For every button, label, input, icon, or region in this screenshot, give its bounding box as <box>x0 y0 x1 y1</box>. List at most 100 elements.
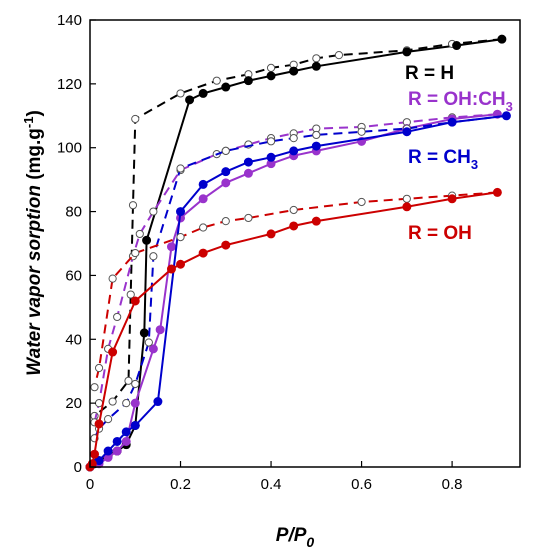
adsorption-point <box>94 419 104 429</box>
adsorption-point <box>402 127 412 137</box>
x-tick-label: 0 <box>86 476 94 493</box>
desorption-point <box>312 130 321 140</box>
y-tick-label: 60 <box>65 267 82 284</box>
adsorption-point <box>311 141 321 151</box>
adsorption-point <box>289 221 299 231</box>
series-layer <box>85 34 511 472</box>
desorption-point <box>266 137 276 146</box>
y-tick-label: 100 <box>57 140 82 157</box>
desorption-point <box>135 229 144 239</box>
y-tick-label: 20 <box>65 395 82 412</box>
y-tick-label: 0 <box>74 459 82 476</box>
series-0 <box>85 34 507 472</box>
adsorption-point <box>492 187 502 197</box>
adsorption-point <box>108 347 118 357</box>
adsorption-point <box>121 436 131 446</box>
y-axis-unit-sup: -1 <box>21 117 36 129</box>
adsorption-line <box>89 191 498 468</box>
x-ticks: 0 0.2 0.4 0.6 0.8 <box>86 461 463 493</box>
adsorption-point <box>148 344 158 354</box>
adsorption-point <box>166 242 176 252</box>
legend-label-ch3: R = CH3 <box>408 147 478 172</box>
adsorption-point <box>130 420 140 430</box>
adsorption-point <box>266 229 276 239</box>
adsorption-point <box>176 207 186 217</box>
adsorption-point <box>103 446 113 456</box>
desorption-point <box>402 194 411 203</box>
series-2 <box>85 111 511 472</box>
desorption-point <box>122 399 131 408</box>
desorption-point <box>149 252 158 261</box>
desorption-point <box>289 205 298 215</box>
adsorption-point <box>155 325 165 335</box>
adsorption-point <box>497 34 507 44</box>
desorption-point <box>176 89 185 98</box>
y-axis-unit-post: ) <box>24 110 45 116</box>
adsorption-point <box>289 146 299 156</box>
desorption-line <box>93 191 498 388</box>
y-tick-label: 120 <box>57 76 82 93</box>
legend-label-oh: R = OH <box>408 223 472 244</box>
desorption-point <box>131 379 140 389</box>
desorption-line <box>93 38 502 417</box>
y-tick-label: 80 <box>65 204 82 221</box>
desorption-point <box>126 290 135 299</box>
desorption-point <box>128 201 138 210</box>
desorption-point <box>108 397 117 406</box>
y-ticks: 0 20 40 60 80 100 120 140 <box>57 12 96 476</box>
desorption-point <box>221 146 230 156</box>
adsorption-point <box>243 157 253 167</box>
desorption-point <box>144 338 153 347</box>
adsorption-point <box>176 259 186 269</box>
adsorption-point <box>221 82 231 92</box>
adsorption-point <box>447 194 457 204</box>
y-tick-label: 140 <box>57 12 82 29</box>
desorption-point <box>199 223 208 232</box>
adsorption-point <box>198 88 208 98</box>
adsorption-point <box>198 194 208 204</box>
adsorption-point <box>139 328 149 338</box>
desorption-point <box>334 51 344 60</box>
adsorption-point <box>402 202 412 212</box>
desorption-point <box>289 134 298 143</box>
adsorption-point <box>198 179 208 189</box>
x-tick-label: 0.6 <box>351 476 372 493</box>
adsorption-point <box>289 66 299 76</box>
y-tick-label: 40 <box>65 331 82 348</box>
adsorption-point <box>198 248 208 258</box>
adsorption-point <box>243 168 253 178</box>
adsorption-point <box>112 446 122 456</box>
adsorption-point <box>142 235 152 245</box>
plot-frame <box>89 19 521 468</box>
desorption-point <box>131 114 140 124</box>
desorption-point <box>90 383 99 392</box>
adsorption-point <box>166 264 176 274</box>
y-axis-title-main: Water vapor sorption <box>24 185 45 376</box>
desorption-point <box>113 312 122 322</box>
x-axis-title: P/P0 <box>276 525 315 550</box>
adsorption-point <box>402 47 412 57</box>
adsorption-point <box>221 178 231 188</box>
adsorption-point <box>130 398 140 408</box>
desorption-point <box>149 207 158 216</box>
desorption-point <box>357 197 366 207</box>
desorption-point <box>94 363 104 373</box>
desorption-point <box>212 76 221 85</box>
legend-label-oh-ch3: R = OH:CH3 <box>408 89 513 114</box>
desorption-line <box>93 114 507 439</box>
adsorption-point <box>243 76 253 86</box>
desorption-point <box>108 274 117 283</box>
desorption-point <box>357 127 366 136</box>
desorption-point <box>131 248 140 258</box>
adsorption-point <box>447 117 457 127</box>
adsorption-point <box>266 152 276 162</box>
adsorption-point <box>311 216 321 226</box>
adsorption-point <box>90 449 100 459</box>
x-axis-title-sub: 0 <box>306 534 314 550</box>
desorption-point <box>124 376 133 385</box>
adsorption-point <box>266 71 276 81</box>
y-axis-unit: (mg.g-1) <box>21 110 45 185</box>
desorption-point <box>104 415 113 424</box>
adsorption-point <box>452 41 462 51</box>
desorption-point <box>244 213 253 223</box>
